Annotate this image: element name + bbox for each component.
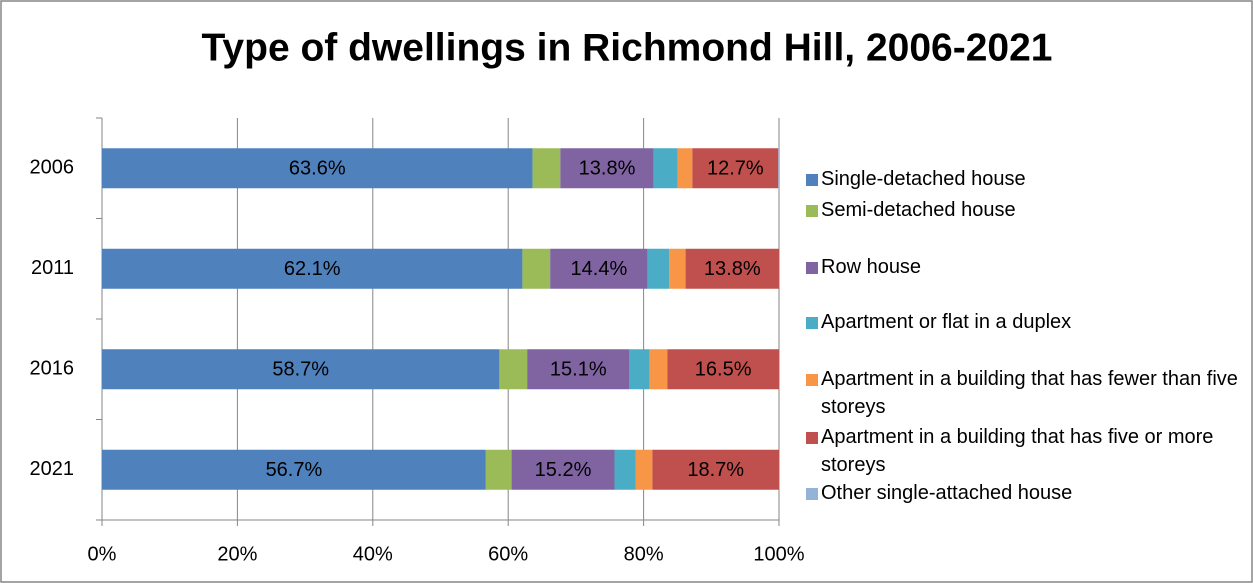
legend-swatch <box>806 317 818 329</box>
y-tick-label: 2006 <box>30 157 75 179</box>
bar-segment <box>511 449 615 490</box>
bar-segment <box>685 248 779 289</box>
bar-segment <box>614 449 636 490</box>
data-label: 13.8% <box>579 158 636 180</box>
legend-label: Single-detached house <box>821 168 1026 190</box>
legend-label: Other single-attached house <box>821 482 1072 504</box>
bar-segment <box>647 248 670 289</box>
bar-segment <box>499 349 528 390</box>
bar-segment <box>102 248 523 289</box>
bar-segment <box>629 349 650 390</box>
bar-segment <box>692 148 779 189</box>
y-tick-label: 2011 <box>31 257 74 279</box>
bar-segment <box>653 148 678 189</box>
bar-segment <box>778 148 779 189</box>
bar-segment <box>550 248 648 289</box>
y-tick-label: 2021 <box>30 458 75 480</box>
legend-swatch <box>806 262 818 274</box>
data-label: 62.1% <box>284 258 341 280</box>
legend-label: Apartment in a building that has fewer t… <box>821 368 1238 418</box>
x-tick-label: 100% <box>753 543 804 565</box>
bar-segment <box>485 449 512 490</box>
x-tick-label: 40% <box>353 543 393 565</box>
bar-segment <box>532 148 561 189</box>
legend-label: Apartment in a building that has five or… <box>821 426 1213 476</box>
bar-segment <box>669 248 686 289</box>
y-tick-label: 2016 <box>30 358 75 380</box>
bar-segment <box>667 349 779 390</box>
legend-label: Row house <box>821 256 921 278</box>
x-tick-label: 60% <box>488 543 528 565</box>
bar-segment <box>102 148 533 189</box>
legend-swatch <box>806 205 818 217</box>
legend-swatch <box>806 432 818 444</box>
bar-segment <box>677 148 693 189</box>
bar-segment <box>635 449 653 490</box>
legend-label: Semi-detached house <box>821 199 1016 221</box>
data-label: 18.7% <box>687 459 744 481</box>
bar-segment <box>102 349 500 390</box>
bar-segment <box>102 449 486 490</box>
legend-swatch <box>806 174 818 186</box>
data-label: 14.4% <box>571 258 628 280</box>
data-label: 12.7% <box>707 158 764 180</box>
data-label: 58.7% <box>272 359 329 381</box>
bar-segment <box>649 349 668 390</box>
data-label: 56.7% <box>266 459 323 481</box>
chart-title: Type of dwellings in Richmond Hill, 2006… <box>202 26 1053 69</box>
data-label: 16.5% <box>695 359 752 381</box>
bar-segment <box>560 148 654 189</box>
data-label: 13.8% <box>704 258 761 280</box>
bar-segment <box>522 248 551 289</box>
x-tick-label: 80% <box>624 543 664 565</box>
x-tick-label: 20% <box>217 543 257 565</box>
legend-swatch <box>806 488 818 500</box>
data-label: 15.1% <box>550 359 607 381</box>
x-tick-label: 0% <box>88 543 117 565</box>
legend-swatch <box>806 374 818 386</box>
legend-label: Apartment or flat in a duplex <box>821 311 1071 333</box>
data-label: 63.6% <box>289 158 346 180</box>
bar-segment <box>652 449 779 490</box>
data-label: 15.2% <box>535 459 592 481</box>
bar-segment <box>527 349 630 390</box>
